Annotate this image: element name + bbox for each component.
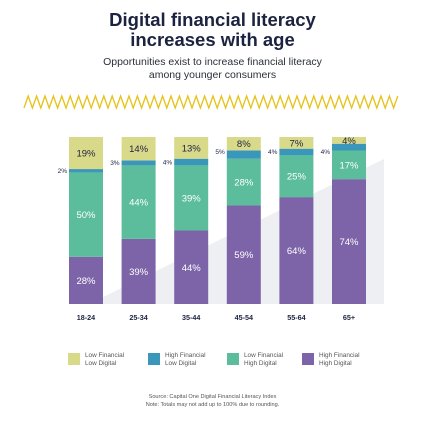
zigzag-divider	[23, 94, 399, 110]
legend-label-low-financial-high-digital: Low Financial High Digital	[244, 352, 283, 367]
data-label: 28%	[76, 276, 96, 287]
data-label: 39%	[129, 267, 149, 278]
bar-segment-low-financial-low-digital	[69, 137, 103, 170]
footnote-line: Note: Totals may not add up to 100% due …	[145, 402, 280, 408]
bar-segment-high-financial-low-digital	[226, 150, 261, 159]
bar-segment-high-financial-high-digital	[332, 179, 366, 304]
legend-label-line: Low Financial	[85, 352, 125, 359]
bar-segment-low-financial-high-digital	[332, 150, 366, 180]
data-label: 74%	[339, 237, 359, 248]
data-label: 3%	[110, 160, 120, 167]
chart-subtitle: Opportunities exist to increase financia…	[0, 56, 425, 82]
data-label: 2%	[58, 168, 68, 175]
chart-legend: Low Financial Low Digital High Financial…	[0, 352, 425, 378]
legend-label-line: High Digital	[319, 359, 352, 367]
legend-label-line: Low Financial	[244, 352, 284, 359]
source-note: Source: Capital One Digital Financial Li…	[0, 393, 425, 409]
legend-label-high-financial-low-digital: High Financial Low Digital	[165, 352, 206, 367]
legend-label-line: High Financial	[319, 352, 360, 359]
bar-segment-high-financial-high-digital	[69, 256, 103, 304]
legend-item-low-financial-high-digital: Low Financial High Digital	[227, 352, 283, 367]
bar-segment-high-financial-high-digital	[121, 238, 156, 304]
bar-segment-low-financial-low-digital	[226, 137, 261, 151]
stacked-bar-chart: 28% 50% 2% 19% 18-24 39% 44% 3% 14% 25-34 44% 39% 4%…	[23, 94, 399, 322]
legend-item-low-financial-low-digital: Low Financial Low Digital	[68, 352, 124, 367]
legend-swatch-high-financial-high-digital	[302, 353, 314, 365]
legend-label-line: Low Digital	[85, 359, 117, 367]
data-label: 44%	[182, 263, 202, 274]
bar-segment-low-financial-low-digital	[279, 137, 314, 149]
bar-segment-high-financial-low-digital	[279, 148, 314, 156]
chart-subtitle-line-1: Opportunities exist to increase financia…	[103, 56, 322, 68]
data-label: 39%	[182, 193, 202, 204]
legend-label-line: High Financial	[165, 352, 206, 359]
legend-item-high-financial-high-digital: High Financial High Digital	[302, 352, 360, 367]
bar-segment-low-financial-high-digital	[226, 158, 261, 206]
data-label: 25%	[287, 172, 307, 183]
bar-segment-low-financial-high-digital	[279, 155, 314, 198]
bar-segment-high-financial-high-digital	[174, 230, 209, 304]
data-label: 13%	[182, 143, 202, 154]
legend-swatch-low-financial-high-digital	[227, 353, 239, 365]
data-label: 14%	[129, 144, 149, 155]
data-label: 4%	[163, 159, 173, 166]
data-label: 64%	[287, 246, 307, 257]
legend-swatch-high-financial-low-digital	[148, 353, 160, 365]
bar-segment-low-financial-low-digital	[121, 137, 156, 161]
chart-subtitle-line-2: among younger consumers	[148, 69, 277, 81]
legend-swatch-low-financial-low-digital	[68, 353, 80, 365]
legend-item-high-financial-low-digital: High Financial Low Digital	[148, 352, 206, 367]
x-tick-label: 45-54	[235, 313, 253, 322]
legend-label-high-financial-high-digital: High Financial High Digital	[319, 352, 360, 367]
bar-segment-high-financial-high-digital	[279, 197, 314, 304]
x-tick-label: 65+	[343, 313, 355, 322]
data-label: 19%	[76, 149, 96, 160]
x-tick-label: 35-44	[182, 313, 200, 322]
bar-segment-low-financial-high-digital	[69, 172, 103, 257]
data-label: 4%	[321, 149, 331, 156]
legend-label-line: Low Digital	[165, 359, 197, 367]
data-label: 4%	[268, 149, 278, 156]
data-label: 8%	[237, 139, 251, 150]
chart-title-line-1: Digital financial literacy	[109, 9, 316, 30]
data-label: 59%	[234, 250, 254, 261]
bar-segment-high-financial-low-digital	[174, 158, 209, 166]
legend-label-low-financial-low-digital: Low Financial Low Digital	[85, 352, 124, 367]
bar-segment-low-financial-high-digital	[121, 165, 156, 239]
data-label: 4%	[342, 136, 356, 147]
data-label: 17%	[339, 160, 359, 171]
bar-segment-high-financial-low-digital	[121, 160, 156, 166]
data-label: 50%	[76, 210, 96, 221]
bar-segment-low-financial-low-digital	[174, 137, 209, 159]
data-label: 44%	[129, 198, 149, 209]
data-label: 7%	[290, 138, 304, 149]
bar-segment-high-financial-low-digital	[69, 169, 103, 173]
bar-segment-low-financial-high-digital	[174, 165, 209, 231]
bar-segment-high-financial-low-digital	[332, 143, 366, 151]
data-label: 5%	[215, 149, 225, 156]
bar-segment-low-financial-low-digital	[332, 137, 366, 144]
bar-segment-high-financial-high-digital	[226, 205, 261, 304]
legend-label-line: High Digital	[244, 359, 277, 367]
source-line: Source: Capital One Digital Financial Li…	[148, 394, 277, 400]
chart-title-line-2: increases with age	[130, 29, 295, 50]
data-label: 28%	[234, 178, 254, 189]
x-tick-label: 18-24	[77, 313, 95, 322]
x-tick-label: 25-34	[129, 313, 147, 322]
chart-title: Digital financial literacy increases wit…	[0, 10, 425, 50]
x-tick-label: 55-64	[287, 313, 305, 322]
